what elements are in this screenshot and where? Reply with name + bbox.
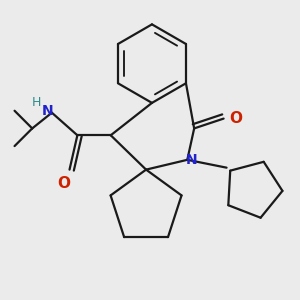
Text: N: N <box>42 104 54 118</box>
Text: O: O <box>230 111 242 126</box>
Text: N: N <box>185 153 197 167</box>
Text: H: H <box>32 96 41 110</box>
Text: O: O <box>57 176 70 190</box>
